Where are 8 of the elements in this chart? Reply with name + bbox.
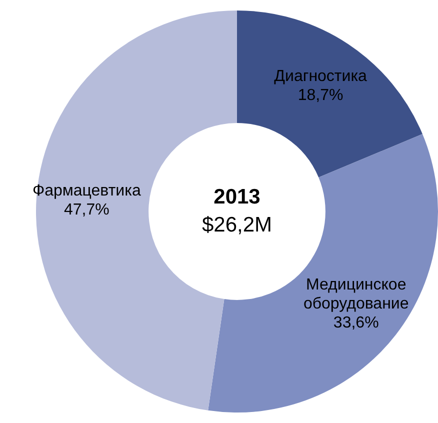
- data-label: 18,7%: [298, 86, 344, 104]
- text: $26,2M: [202, 213, 272, 236]
- text: 2013: [214, 185, 260, 208]
- slice-label: Фармацевтика: [32, 182, 141, 200]
- slice-label: Диагностика: [274, 68, 368, 85]
- data-label: 33,6%: [333, 314, 379, 332]
- data-label: 47,7%: [64, 202, 110, 219]
- slice-label: Медицинское оборудование: [303, 276, 409, 312]
